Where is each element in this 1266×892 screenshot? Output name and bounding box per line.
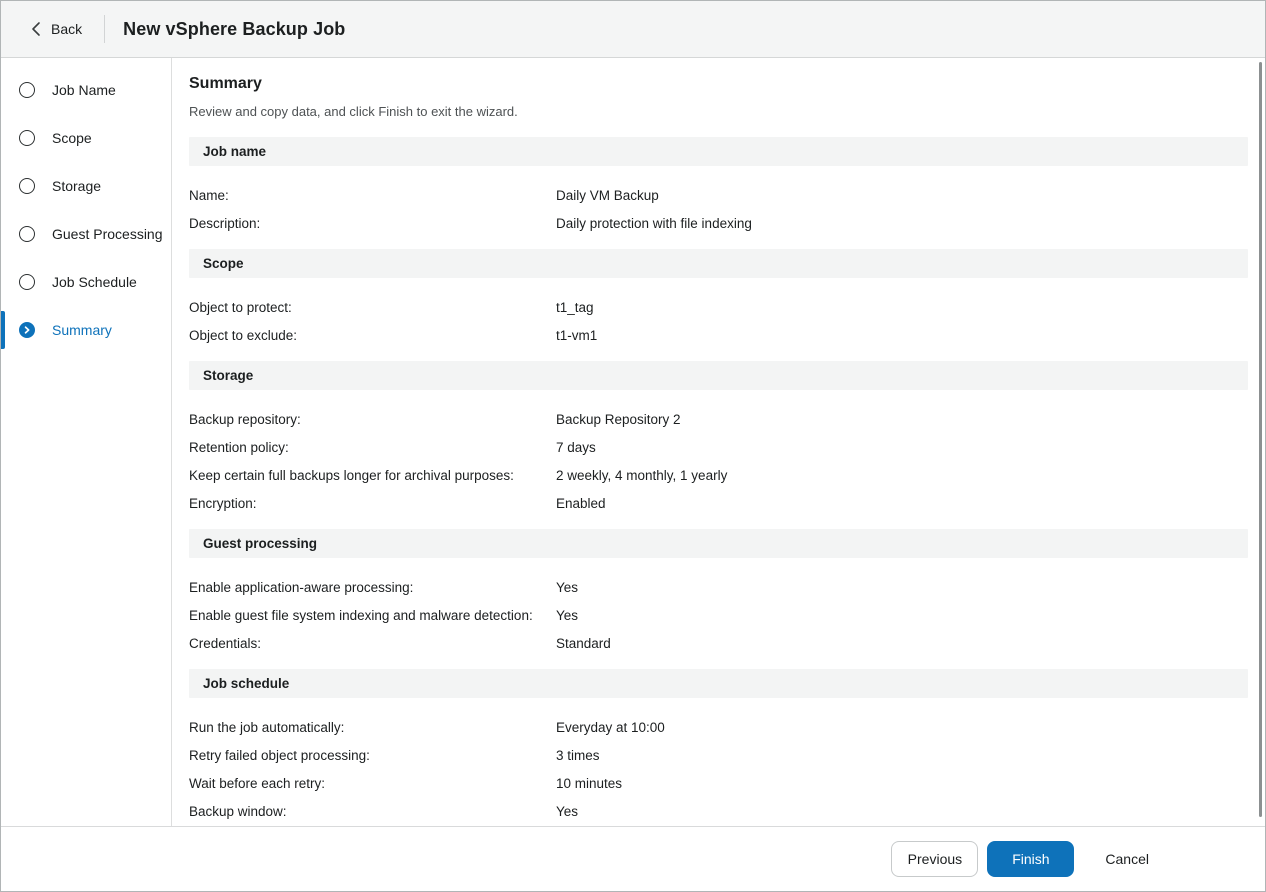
step-circle-icon <box>19 274 35 290</box>
summary-row: Enable application-aware processing: Yes <box>189 573 1248 601</box>
wizard-header: Back New vSphere Backup Job <box>1 1 1265 58</box>
row-value: Enabled <box>556 495 606 511</box>
row-value: Everyday at 10:00 <box>556 719 665 735</box>
row-label: Backup repository: <box>189 411 301 427</box>
summary-row: Description: Daily protection with file … <box>189 209 1248 237</box>
row-label: Enable guest file system indexing and ma… <box>189 607 533 623</box>
step-label: Job Name <box>52 82 116 98</box>
summary-row: Wait before each retry: 10 minutes <box>189 769 1248 797</box>
summary-row: Object to protect: t1_tag <box>189 293 1248 321</box>
section-header: Storage <box>189 361 1248 390</box>
sidebar-item-storage[interactable]: Storage <box>1 162 171 210</box>
summary-row: Backup repository: Backup Repository 2 <box>189 405 1248 433</box>
step-circle-icon <box>19 322 35 338</box>
summary-section-storage: Storage Backup repository: Backup Reposi… <box>189 361 1248 517</box>
summary-row: Credentials: Standard <box>189 629 1248 657</box>
vertical-scrollbar[interactable] <box>1259 62 1262 817</box>
row-value: 3 times <box>556 747 600 763</box>
row-value: t1-vm1 <box>556 327 598 343</box>
summary-heading: Summary <box>189 75 262 92</box>
row-value: 10 minutes <box>556 775 623 791</box>
section-title: Scope <box>203 256 244 271</box>
sidebar-item-guest-processing[interactable]: Guest Processing <box>1 210 171 258</box>
section-title: Job name <box>203 144 267 159</box>
chevron-left-icon <box>31 21 41 37</box>
row-label: Backup window: <box>189 803 287 819</box>
section-header: Job schedule <box>189 669 1248 698</box>
sidebar-item-summary[interactable]: Summary <box>1 306 171 354</box>
row-value: Daily protection with file indexing <box>556 215 752 231</box>
step-circle-icon <box>19 178 35 194</box>
summary-row: Encryption: Enabled <box>189 489 1248 517</box>
summary-sections: Job name Name: Daily VM Backup Descripti… <box>189 137 1248 825</box>
section-header: Guest processing <box>189 529 1248 558</box>
summary-row: Name: Daily VM Backup <box>189 181 1248 209</box>
row-value: 7 days <box>556 439 596 455</box>
finish-button[interactable]: Finish <box>987 841 1075 877</box>
section-header: Job name <box>189 137 1248 166</box>
row-label: Encryption: <box>189 495 257 511</box>
row-value: Daily VM Backup <box>556 187 659 203</box>
section-title: Job schedule <box>203 676 290 691</box>
wizard-body: Job Name Scope Storage Guest Processing <box>1 58 1265 826</box>
step-label: Storage <box>52 178 102 194</box>
section-header: Scope <box>189 249 1248 278</box>
row-label: Retention policy: <box>189 439 289 455</box>
row-label: Object to exclude: <box>189 327 298 343</box>
summary-section-scope: Scope Object to protect: t1_tag Object t… <box>189 249 1248 349</box>
header-divider <box>104 15 106 43</box>
wizard-steps-sidebar: Job Name Scope Storage Guest Processing <box>1 58 172 826</box>
row-label: Enable application-aware processing: <box>189 579 414 595</box>
row-label: Name: <box>189 187 229 203</box>
row-value: 2 weekly, 4 monthly, 1 yearly <box>556 467 728 483</box>
summary-row: Keep certain full backups longer for arc… <box>189 461 1248 489</box>
summary-section-job-schedule: Job schedule Run the job automatically: … <box>189 669 1248 825</box>
wizard-footer: Previous Finish Cancel <box>1 826 1265 891</box>
summary-section-guest-processing: Guest processing Enable application-awar… <box>189 529 1248 657</box>
page-title: New vSphere Backup Job <box>123 18 346 39</box>
row-label: Credentials: <box>189 635 262 651</box>
summary-row: Retention policy: 7 days <box>189 433 1248 461</box>
row-value: t1_tag <box>556 299 594 315</box>
summary-row: Run the job automatically: Everyday at 1… <box>189 713 1248 741</box>
section-title: Guest processing <box>203 536 318 551</box>
step-label: Guest Processing <box>52 226 163 242</box>
row-label: Run the job automatically: <box>189 719 345 735</box>
step-label: Scope <box>52 130 92 146</box>
sidebar-item-scope[interactable]: Scope <box>1 114 171 162</box>
active-step-indicator <box>1 311 5 349</box>
summary-row: Object to exclude: t1-vm1 <box>189 321 1248 349</box>
step-circle-icon <box>19 130 35 146</box>
previous-button[interactable]: Previous <box>891 841 979 877</box>
row-value: Yes <box>556 579 579 595</box>
row-label: Keep certain full backups longer for arc… <box>189 467 514 483</box>
summary-row: Enable guest file system indexing and ma… <box>189 601 1248 629</box>
back-button-label: Back <box>51 21 83 37</box>
row-label: Description: <box>189 215 261 231</box>
step-label: Summary <box>52 322 112 338</box>
back-button[interactable]: Back <box>27 15 86 43</box>
row-label: Wait before each retry: <box>189 775 326 791</box>
summary-content: Summary Review and copy data, and click … <box>172 58 1265 826</box>
row-label: Object to protect: <box>189 299 292 315</box>
step-label: Job Schedule <box>52 274 137 290</box>
summary-row: Retry failed object processing: 3 times <box>189 741 1248 769</box>
sidebar-item-job-name[interactable]: Job Name <box>1 66 171 114</box>
step-circle-icon <box>19 82 35 98</box>
summary-subtitle: Review and copy data, and click Finish t… <box>189 104 518 119</box>
sidebar-item-job-schedule[interactable]: Job Schedule <box>1 258 171 306</box>
row-value: Backup Repository 2 <box>556 411 681 427</box>
section-title: Storage <box>203 368 254 383</box>
step-circle-icon <box>19 226 35 242</box>
summary-row: Backup window: Yes <box>189 797 1248 825</box>
summary-section-job-name: Job name Name: Daily VM Backup Descripti… <box>189 137 1248 237</box>
cancel-button[interactable]: Cancel <box>1088 841 1166 877</box>
row-value: Standard <box>556 635 611 651</box>
row-value: Yes <box>556 607 579 623</box>
row-label: Retry failed object processing: <box>189 747 370 763</box>
row-value: Yes <box>556 803 579 819</box>
